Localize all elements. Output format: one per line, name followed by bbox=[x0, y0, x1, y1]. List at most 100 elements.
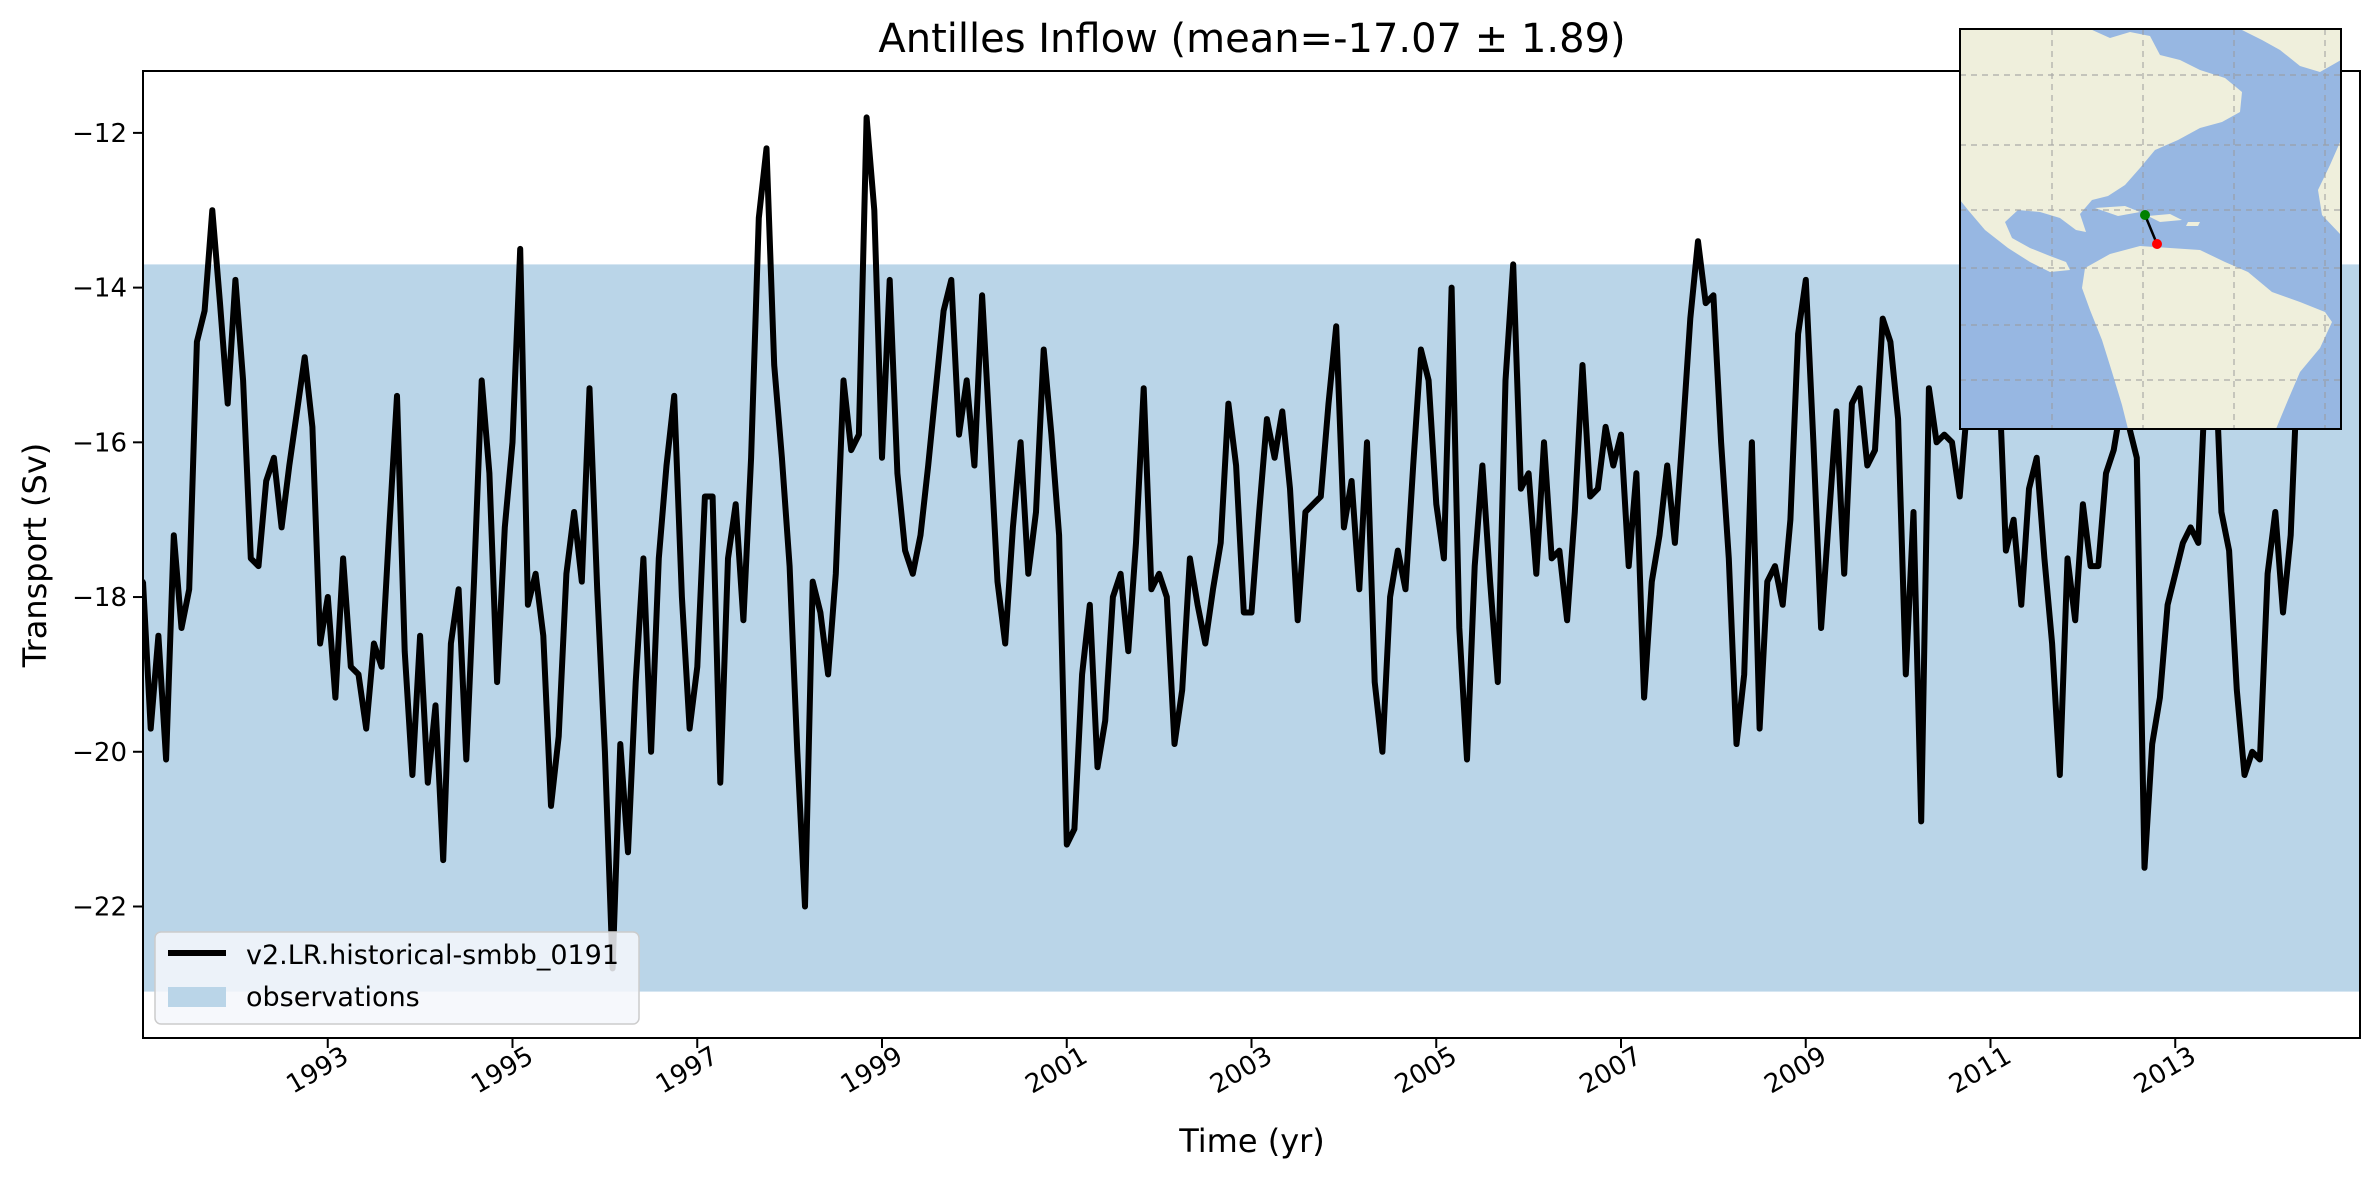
data-point bbox=[1903, 671, 1909, 677]
data-point bbox=[1764, 579, 1770, 585]
data-point bbox=[1703, 300, 1709, 306]
data-point bbox=[1849, 401, 1855, 407]
data-point bbox=[525, 602, 531, 608]
data-point bbox=[1503, 377, 1509, 383]
data-point bbox=[2242, 772, 2248, 778]
data-point bbox=[1310, 501, 1316, 507]
x-tick-label: 2011 bbox=[1944, 1041, 2016, 1100]
data-point bbox=[1510, 261, 1516, 267]
data-point bbox=[948, 277, 954, 283]
data-point bbox=[1426, 377, 1432, 383]
legend: v2.LR.historical-smbb_0191 observations bbox=[154, 931, 640, 1025]
data-point bbox=[1772, 563, 1778, 569]
data-point bbox=[2218, 509, 2224, 515]
data-point bbox=[2180, 540, 2186, 546]
data-point bbox=[2272, 509, 2278, 515]
data-point bbox=[394, 393, 400, 399]
data-point bbox=[748, 455, 754, 461]
data-point bbox=[279, 524, 285, 530]
data-point bbox=[502, 524, 508, 530]
data-point bbox=[1249, 610, 1254, 616]
data-point bbox=[810, 579, 816, 585]
data-point bbox=[1472, 563, 1478, 569]
data-point bbox=[1787, 517, 1793, 523]
data-point bbox=[617, 741, 623, 747]
data-point bbox=[933, 385, 939, 391]
data-point bbox=[1033, 509, 1039, 515]
map-section-end-marker bbox=[2152, 239, 2162, 249]
map-land-greenland bbox=[2240, 29, 2341, 72]
x-tick-label: 2007 bbox=[1575, 1041, 1647, 1100]
data-point bbox=[302, 354, 308, 360]
data-point bbox=[971, 463, 977, 469]
data-point bbox=[479, 377, 485, 383]
data-point bbox=[1549, 555, 1555, 561]
data-point bbox=[1064, 842, 1070, 848]
legend-observations-label: observations bbox=[246, 982, 420, 1013]
data-point bbox=[263, 478, 269, 484]
data-point bbox=[687, 726, 693, 732]
data-point bbox=[1757, 726, 1763, 732]
data-point bbox=[841, 377, 847, 383]
data-point bbox=[286, 463, 292, 469]
data-point bbox=[1672, 540, 1678, 546]
x-tick-label: 1997 bbox=[651, 1041, 723, 1100]
data-point bbox=[656, 555, 662, 561]
map-frame bbox=[1959, 28, 2342, 430]
data-point bbox=[1641, 695, 1647, 701]
data-point bbox=[2011, 517, 2017, 523]
map-section-start-marker bbox=[2140, 210, 2150, 220]
data-point bbox=[1957, 493, 1963, 499]
data-point bbox=[1241, 610, 1247, 616]
map-gridlines bbox=[1960, 29, 2341, 429]
data-point bbox=[1857, 385, 1863, 391]
data-point bbox=[1818, 625, 1824, 631]
data-point bbox=[694, 664, 700, 670]
data-point bbox=[679, 594, 685, 600]
data-point bbox=[1803, 277, 1809, 283]
data-point bbox=[540, 633, 546, 639]
data-point bbox=[594, 586, 600, 592]
data-point bbox=[486, 470, 492, 476]
data-point bbox=[1318, 493, 1324, 499]
data-point bbox=[1479, 463, 1485, 469]
data-point bbox=[1025, 571, 1031, 577]
data-point bbox=[1225, 401, 1231, 407]
data-point bbox=[2018, 602, 2024, 608]
data-point bbox=[155, 633, 161, 639]
data-point bbox=[471, 579, 477, 585]
data-point bbox=[817, 610, 823, 616]
data-point bbox=[1341, 524, 1347, 530]
data-point bbox=[494, 679, 500, 685]
data-point bbox=[448, 640, 454, 646]
data-point bbox=[2088, 563, 2094, 569]
data-point bbox=[802, 903, 808, 909]
data-point bbox=[2111, 447, 2117, 453]
data-point bbox=[910, 571, 916, 577]
data-point bbox=[1626, 563, 1632, 569]
data-point bbox=[848, 447, 854, 453]
data-point bbox=[833, 571, 839, 577]
data-point bbox=[1202, 640, 1208, 646]
data-point bbox=[1164, 594, 1170, 600]
data-point bbox=[1726, 555, 1732, 561]
data-point bbox=[1349, 478, 1355, 484]
data-point bbox=[194, 339, 200, 345]
data-point bbox=[1118, 571, 1124, 577]
data-point bbox=[1918, 818, 1924, 824]
data-point bbox=[433, 702, 439, 708]
legend-frame bbox=[154, 931, 640, 1025]
map-land-north-america bbox=[1960, 29, 2242, 272]
data-point bbox=[1325, 401, 1331, 407]
data-point bbox=[148, 726, 154, 732]
y-tick-label: −12 bbox=[72, 119, 127, 149]
data-point bbox=[1718, 439, 1724, 445]
data-point bbox=[1433, 501, 1439, 507]
data-point bbox=[1410, 463, 1416, 469]
data-point bbox=[1580, 362, 1586, 368]
map-section-line bbox=[2143, 214, 2159, 245]
data-point bbox=[294, 408, 300, 414]
data-point bbox=[1133, 540, 1139, 546]
data-point bbox=[1749, 439, 1755, 445]
data-point bbox=[1295, 617, 1301, 623]
